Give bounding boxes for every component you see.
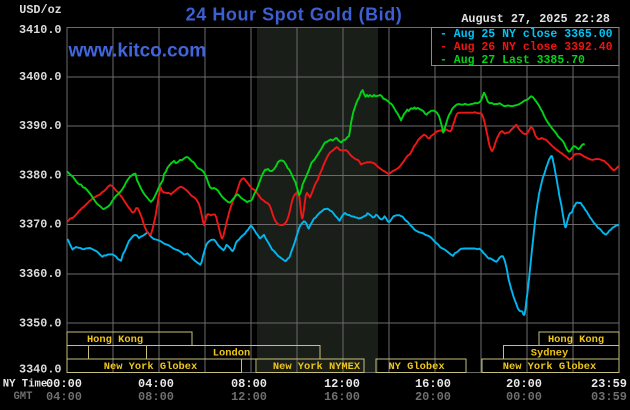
svg-text:04:00: 04:00 xyxy=(138,377,174,391)
svg-text:Hong Kong: Hong Kong xyxy=(87,334,143,346)
svg-text:3350.0: 3350.0 xyxy=(19,316,61,330)
svg-text:Hong Kong: Hong Kong xyxy=(548,334,604,346)
svg-text:- Aug 25 NY close 3365.00: - Aug 25 NY close 3365.00 xyxy=(440,28,613,41)
svg-text:3360.0: 3360.0 xyxy=(19,267,61,281)
svg-text:- Aug 26 NY close 3392.40: - Aug 26 NY close 3392.40 xyxy=(440,41,613,54)
svg-text:3340.0: 3340.0 xyxy=(19,363,61,377)
svg-text:08:00: 08:00 xyxy=(138,390,174,404)
svg-text:3400.0: 3400.0 xyxy=(19,70,61,84)
svg-text:12:00: 12:00 xyxy=(231,390,267,404)
svg-text:NY Time: NY Time xyxy=(3,378,48,390)
svg-text:New York Globex: New York Globex xyxy=(104,361,198,373)
svg-text:00:00: 00:00 xyxy=(506,390,542,404)
svg-text:New York Globex: New York Globex xyxy=(503,361,597,373)
svg-text:20:00: 20:00 xyxy=(506,377,542,391)
svg-text:23:59: 23:59 xyxy=(591,377,627,391)
svg-text:3380.0: 3380.0 xyxy=(19,169,61,183)
svg-text:20:00: 20:00 xyxy=(415,390,451,404)
svg-text:Sydney: Sydney xyxy=(531,348,569,360)
svg-text:New York NYMEX: New York NYMEX xyxy=(273,361,361,373)
svg-text:04:00: 04:00 xyxy=(46,390,82,404)
svg-text:www.kitco.com: www.kitco.com xyxy=(68,41,207,62)
svg-text:- Aug 27 Last 3385.70: - Aug 27 Last 3385.70 xyxy=(440,54,585,67)
svg-text:16:00: 16:00 xyxy=(324,390,360,404)
svg-text:24 Hour Spot Gold (Bid): 24 Hour Spot Gold (Bid) xyxy=(186,4,403,24)
svg-text:NY Globex: NY Globex xyxy=(388,361,444,373)
svg-text:16:00: 16:00 xyxy=(415,377,451,391)
svg-text:London: London xyxy=(213,348,250,360)
svg-text:3390.0: 3390.0 xyxy=(19,119,61,133)
svg-text:August 27, 2025 22:28: August 27, 2025 22:28 xyxy=(461,12,610,26)
svg-text:00:00: 00:00 xyxy=(46,377,82,391)
svg-text:03:59: 03:59 xyxy=(591,390,627,404)
svg-text:3410.0: 3410.0 xyxy=(19,23,61,37)
svg-text:USD/oz: USD/oz xyxy=(19,3,61,17)
svg-text:12:00: 12:00 xyxy=(324,377,360,391)
svg-text:3370.0: 3370.0 xyxy=(19,218,61,232)
svg-text:GMT: GMT xyxy=(13,391,33,403)
svg-text:08:00: 08:00 xyxy=(231,377,267,391)
